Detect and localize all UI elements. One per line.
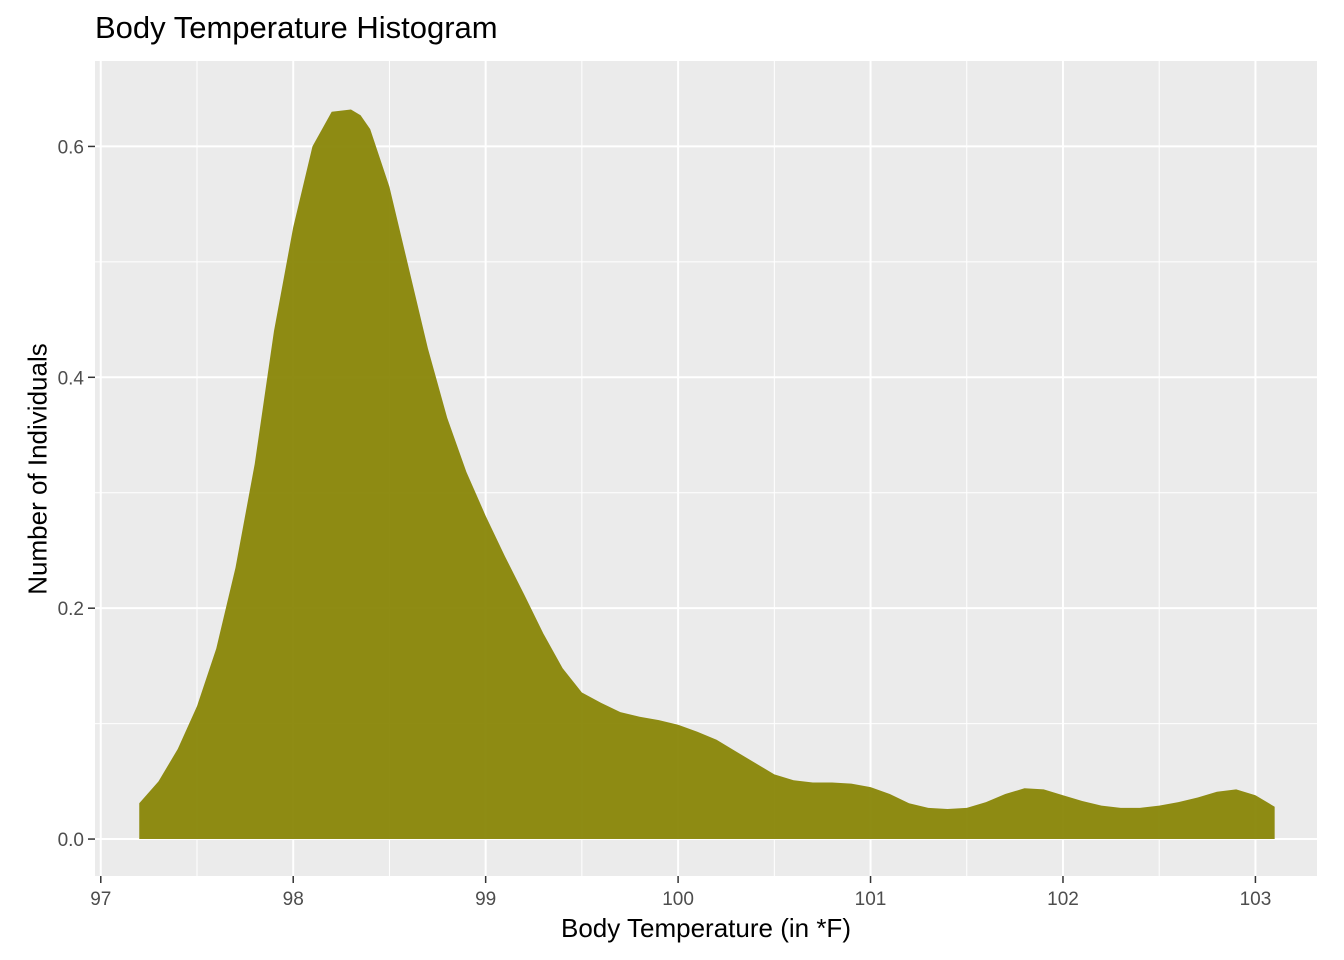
x-tick-label: 102 xyxy=(1047,889,1079,910)
y-tick-label: 0.2 xyxy=(58,599,84,620)
y-tick-label: 0.4 xyxy=(58,368,85,389)
density-area xyxy=(139,109,1275,840)
y-axis-label: Number of Individuals xyxy=(22,343,53,595)
x-axis-label: Body Temperature (in *F) xyxy=(561,913,851,943)
x-axis-ticks: 97 98 99 100 101 102 103 xyxy=(90,876,1271,910)
y-tick-label: 0.0 xyxy=(58,830,84,851)
y-tick-label: 0.6 xyxy=(58,137,84,158)
x-tick-label: 100 xyxy=(662,889,694,910)
y-axis-ticks: 0.0 0.2 0.4 0.6 xyxy=(58,137,95,851)
chart-title: Body Temperature Histogram xyxy=(95,10,498,45)
x-tick-label: 98 xyxy=(283,889,304,910)
x-tick-label: 99 xyxy=(475,889,496,910)
x-tick-label: 97 xyxy=(90,889,111,910)
x-tick-label: 103 xyxy=(1240,889,1272,910)
x-tick-label: 101 xyxy=(855,889,887,910)
